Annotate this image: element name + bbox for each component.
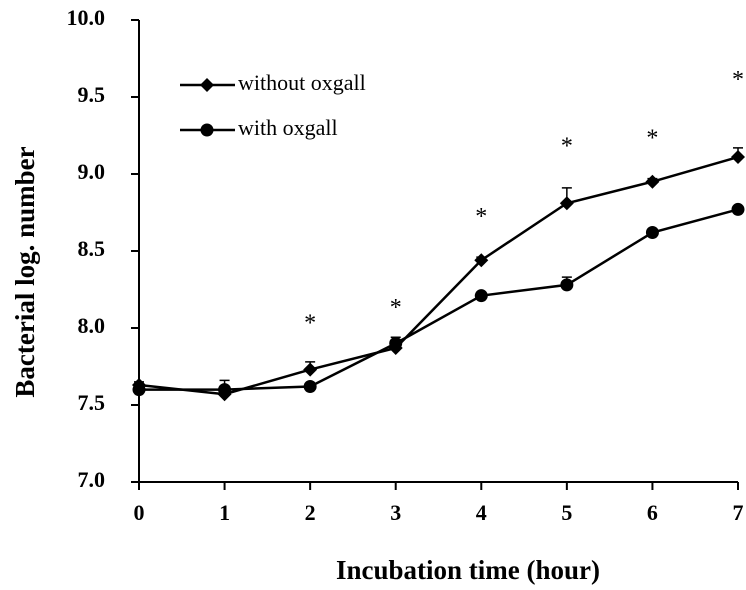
x-tick-label: 3 [390, 500, 401, 525]
legend-marker [200, 123, 214, 137]
annotation: * [646, 126, 658, 152]
data-point [303, 380, 317, 394]
x-tick-label: 4 [476, 500, 487, 525]
y-axis-title: Bacterial log. number [10, 146, 40, 397]
legend-label: with oxgall [238, 115, 338, 140]
data-point [645, 226, 659, 240]
y-tick-label: 9.5 [78, 82, 106, 107]
y-tick-label: 9.0 [78, 159, 106, 184]
data-point [645, 174, 660, 189]
x-tick-label: 2 [305, 500, 316, 525]
data-point [560, 278, 574, 292]
y-tick-label: 10.0 [67, 5, 106, 30]
x-tick-label: 1 [219, 500, 230, 525]
annotation: * [390, 295, 402, 321]
series-line [139, 208, 739, 391]
data-point [389, 336, 403, 350]
series-line [138, 155, 739, 396]
data-point [303, 362, 318, 377]
x-tick-label: 7 [733, 500, 744, 525]
legend-label: without oxgall [238, 70, 366, 95]
y-tick-label: 8.0 [78, 313, 106, 338]
x-tick-label: 5 [561, 500, 572, 525]
x-axis-title: Incubation time (hour) [336, 555, 600, 585]
legend-marker [200, 78, 214, 92]
data-point [731, 202, 745, 216]
data-point [474, 253, 489, 268]
data-point [559, 196, 574, 211]
data-point [474, 289, 488, 303]
data-point [731, 150, 745, 165]
y-tick-label: 8.5 [78, 236, 106, 261]
y-tick-label: 7.0 [78, 467, 106, 492]
annotation: * [304, 310, 316, 336]
y-tick-label: 7.5 [78, 390, 106, 415]
x-tick-label: 6 [647, 500, 658, 525]
x-tick-label: 0 [134, 500, 145, 525]
data-point [218, 383, 232, 397]
annotation: * [732, 67, 744, 93]
data-point [132, 383, 146, 397]
annotation: * [561, 133, 573, 159]
annotation: * [475, 204, 487, 230]
